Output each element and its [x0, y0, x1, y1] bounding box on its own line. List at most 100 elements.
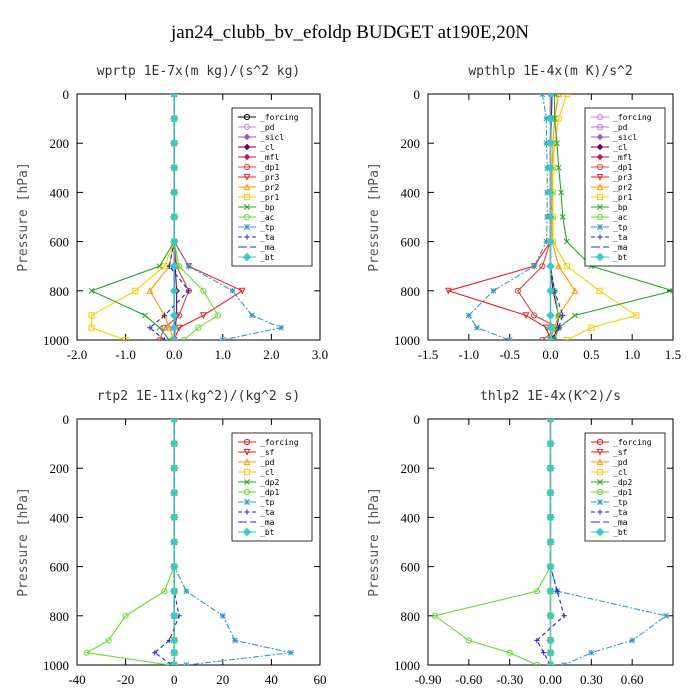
legend-entry: _tp — [260, 498, 275, 507]
data-point — [219, 612, 226, 619]
data-point — [546, 163, 555, 173]
data-point — [166, 337, 173, 340]
data-point — [169, 335, 179, 340]
data-point — [156, 324, 163, 331]
data-point — [546, 537, 555, 547]
legend-entry: _ma — [613, 243, 628, 252]
legend-entry: _dp1 — [613, 488, 632, 497]
data-point — [122, 336, 129, 340]
data-point — [558, 189, 565, 196]
data-point — [546, 188, 555, 197]
legend-marker — [595, 527, 605, 537]
legend-entry: _pd — [260, 458, 275, 467]
data-point — [465, 312, 472, 319]
legend-entry: _bp — [613, 203, 628, 212]
y-tick-label: 1000 — [43, 333, 69, 348]
legend-entry: _bp — [260, 203, 275, 212]
legend-marker — [242, 252, 252, 262]
data-point — [546, 237, 555, 246]
data-point — [539, 94, 546, 97]
x-tick-label: 60 — [314, 672, 327, 687]
legend-entry: _bt — [260, 528, 275, 537]
legend-marker — [243, 123, 251, 131]
y-tick-label: 800 — [401, 284, 421, 299]
legend-marker — [597, 509, 603, 515]
data-point — [156, 263, 163, 270]
legend-marker — [243, 163, 251, 171]
x-tick-label: -1.0 — [459, 347, 480, 362]
data-point — [546, 114, 555, 123]
data-point — [563, 238, 570, 245]
legend-marker — [243, 173, 251, 181]
data-point — [560, 312, 566, 318]
legend-marker — [597, 224, 603, 230]
data-point — [522, 312, 530, 320]
data-point — [506, 649, 513, 656]
legend-entry: _tp — [613, 223, 628, 232]
x-tick-label: -2.0 — [67, 347, 88, 362]
data-point — [249, 312, 255, 319]
data-point — [474, 324, 480, 331]
data-point — [563, 94, 570, 98]
data-point — [169, 611, 179, 621]
legend-marker — [596, 468, 604, 476]
data-point — [533, 588, 540, 595]
legend-marker — [596, 163, 604, 171]
data-point — [169, 114, 179, 123]
x-tick-label: -0.30 — [496, 672, 523, 687]
legend-marker — [244, 204, 250, 210]
data-point — [546, 648, 555, 658]
legend-entry: _ta — [613, 233, 628, 242]
legend-entry: _mfl — [260, 153, 279, 162]
data-point — [169, 660, 179, 665]
data-point — [200, 287, 207, 294]
data-point — [546, 562, 555, 571]
legend-marker — [596, 458, 604, 466]
data-point — [169, 439, 179, 448]
chart-panel-4: thlp2 1E-4x(K^2)/s Pressure [hPa] 0 200 400 6… — [367, 389, 674, 687]
legend-marker — [243, 143, 251, 151]
data-point — [83, 649, 90, 656]
data-point — [169, 261, 179, 271]
x-tick-label: 0.5 — [583, 347, 599, 362]
legend-entry: _cl — [260, 468, 275, 477]
x-tick-label: -1.0 — [115, 347, 136, 362]
y-tick-label: 800 — [401, 609, 421, 624]
x-tick-label: 0 — [171, 672, 178, 687]
x-tick-label: 0.0 — [542, 347, 558, 362]
chart-panel-2: wpthlp 1E-4x(m K)/s^2 Pressure [hPa] 0 200 4… — [367, 64, 681, 362]
data-point — [214, 312, 222, 319]
data-point — [161, 337, 168, 340]
y-tick-label: 200 — [50, 461, 70, 476]
data-point — [465, 637, 472, 644]
data-point — [596, 287, 603, 294]
legend-marker — [596, 213, 604, 221]
legend-marker — [596, 488, 604, 496]
legend-marker — [596, 438, 604, 446]
legend-entry: _bt — [613, 253, 628, 262]
data-point — [541, 650, 547, 656]
data-point — [561, 662, 568, 665]
data-point — [546, 419, 555, 424]
legend-marker — [243, 113, 251, 121]
legend-entry: _ac — [260, 213, 275, 222]
legend-entry: _forcing — [613, 113, 652, 122]
legend-entry: _forcing — [613, 438, 652, 447]
data-point — [122, 612, 129, 619]
data-point — [663, 612, 670, 619]
data-point — [546, 660, 555, 665]
legend-marker — [596, 183, 604, 191]
y-tick-label: 200 — [401, 461, 421, 476]
y-tick-label: 200 — [401, 136, 421, 151]
data-point — [546, 636, 555, 645]
legend-marker — [243, 458, 251, 466]
data-point — [88, 324, 95, 331]
legend-entry: _sf — [260, 448, 275, 457]
legend-marker — [243, 213, 251, 221]
legend-entry: _pr3 — [613, 173, 632, 182]
data-point — [559, 214, 566, 220]
data-point — [169, 562, 179, 571]
data-point — [431, 612, 438, 619]
legend: _forcing_sf_pd_cl_dp2_dp1_tp_ta_ma_bt — [231, 432, 313, 542]
data-point — [571, 287, 579, 294]
